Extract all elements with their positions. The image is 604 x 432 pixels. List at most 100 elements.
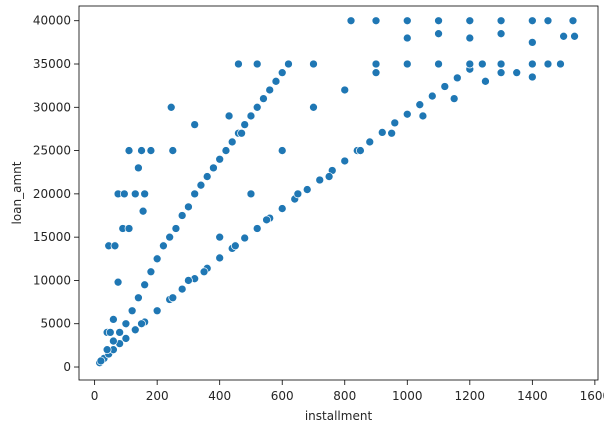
x-tick-label: 0 [91,389,99,403]
data-point [265,85,275,95]
data-point [113,277,123,287]
data-point [418,111,428,121]
data-point [527,38,537,47]
data-point [140,189,150,199]
data-point [402,33,412,43]
x-tick-label: 800 [333,389,356,403]
data-point [105,328,115,337]
y-tick-label: 20000 [33,187,71,201]
data-point [121,334,131,343]
data-point [570,31,579,41]
y-tick-label: 5000 [40,317,71,331]
data-point [365,137,375,147]
data-point [110,241,120,251]
data-point [496,29,506,39]
data-point [177,284,187,294]
data-point [402,16,412,26]
data-point [134,293,143,303]
data-point [340,85,350,95]
data-point [340,156,350,166]
data-point [356,146,365,155]
data-point [184,276,193,285]
data-point [477,59,487,69]
data-point [159,241,168,251]
data-point [252,102,262,112]
data-point [184,202,193,212]
data-point [230,241,240,251]
data-point [377,128,387,137]
data-point [115,328,124,337]
data-point [543,16,553,26]
data-point [452,73,462,83]
data-point [440,82,450,91]
data-point [277,68,287,78]
data-point [568,16,578,26]
data-point [102,345,112,355]
data-point [293,189,303,199]
data-point [124,146,134,155]
data-point [271,76,281,86]
data-point [527,72,537,82]
data-point [240,233,250,243]
data-point [527,16,537,26]
data-point [130,325,140,335]
data-point [434,29,443,39]
data-point [146,267,156,277]
data-point [134,163,143,173]
data-point [427,91,437,101]
data-point [543,59,553,69]
data-point [496,16,506,26]
y-tick-label: 15000 [33,230,71,244]
data-point [449,94,459,103]
data-points-layer [95,16,579,368]
data-point [496,59,506,69]
data-point [152,254,162,264]
data-point [127,306,137,316]
data-point [130,189,140,199]
data-point [152,306,162,316]
y-axis-ticks: 0 5000 10000 15000 20000 25000 30000 35000 40000 [33,14,79,374]
x-axis-title: installment [305,409,373,423]
data-point [315,175,325,185]
data-point [277,146,287,155]
data-point [465,16,475,26]
data-point [259,94,268,103]
data-point [171,224,181,233]
data-point [190,189,200,199]
data-point [324,172,334,181]
data-point [302,185,312,194]
data-point [121,319,131,329]
data-point [481,76,490,86]
data-point [527,59,537,69]
y-axis-title: loan_amnt [10,161,24,224]
data-point [465,33,475,43]
data-point [177,211,187,220]
data-point [556,59,565,69]
data-point [165,232,175,242]
data-point [140,280,150,290]
data-point [402,59,412,69]
y-tick-label: 25000 [33,144,71,158]
data-point [166,102,176,112]
data-point [215,154,225,164]
data-point [402,109,412,119]
data-point [512,68,522,78]
x-tick-label: 1400 [517,389,548,403]
data-point [137,146,146,155]
data-point [96,356,106,366]
data-point [240,120,250,129]
data-point [262,215,271,225]
data-point [252,224,262,233]
data-point [168,146,178,155]
y-tick-label: 40000 [33,14,71,28]
data-point [202,172,212,181]
data-point [237,128,246,138]
data-point [246,111,256,121]
data-point [168,293,178,303]
y-tick-label: 0 [63,360,71,374]
data-point [224,111,234,121]
x-tick-label: 400 [208,389,231,403]
data-point [309,59,318,69]
data-point [146,146,156,155]
